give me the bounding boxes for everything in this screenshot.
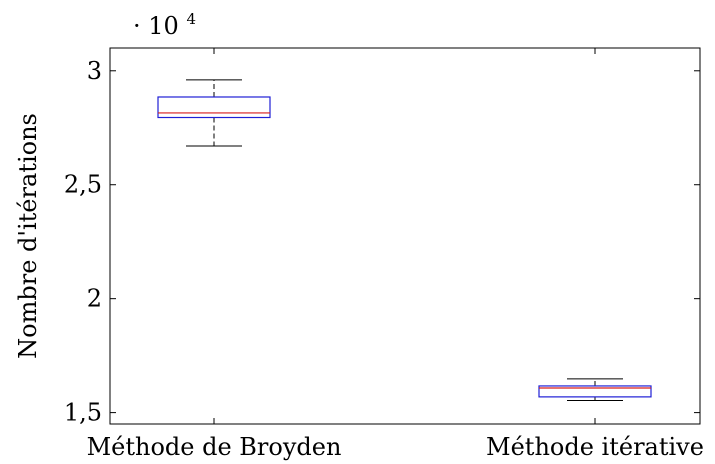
plot-frame	[109, 47, 701, 425]
x-tick-label: Méthode itérative	[486, 433, 704, 461]
box-group	[157, 79, 271, 147]
x-ticks-layer: Méthode de Broyden Méthode itérative	[87, 48, 704, 461]
box-group	[538, 378, 652, 402]
y-ticks-layer: 1,5 2 2,5 3	[64, 57, 700, 427]
scale-multiplier-exponent: 4	[186, 10, 196, 28]
x-tick-label: Méthode de Broyden	[87, 433, 342, 461]
y-tick-label: 3	[87, 57, 102, 85]
y-tick-label: 1,5	[64, 399, 102, 427]
box-iqr	[157, 96, 271, 119]
box-iqr	[538, 385, 652, 398]
boxes-layer	[157, 79, 652, 402]
scale-multiplier: · 10 4	[133, 10, 196, 40]
scale-multiplier-base: · 10	[133, 12, 179, 40]
y-tick-label: 2,5	[64, 171, 102, 199]
y-tick-label: 2	[87, 285, 102, 313]
y-axis-label: Nombre d'itérations	[14, 113, 42, 359]
